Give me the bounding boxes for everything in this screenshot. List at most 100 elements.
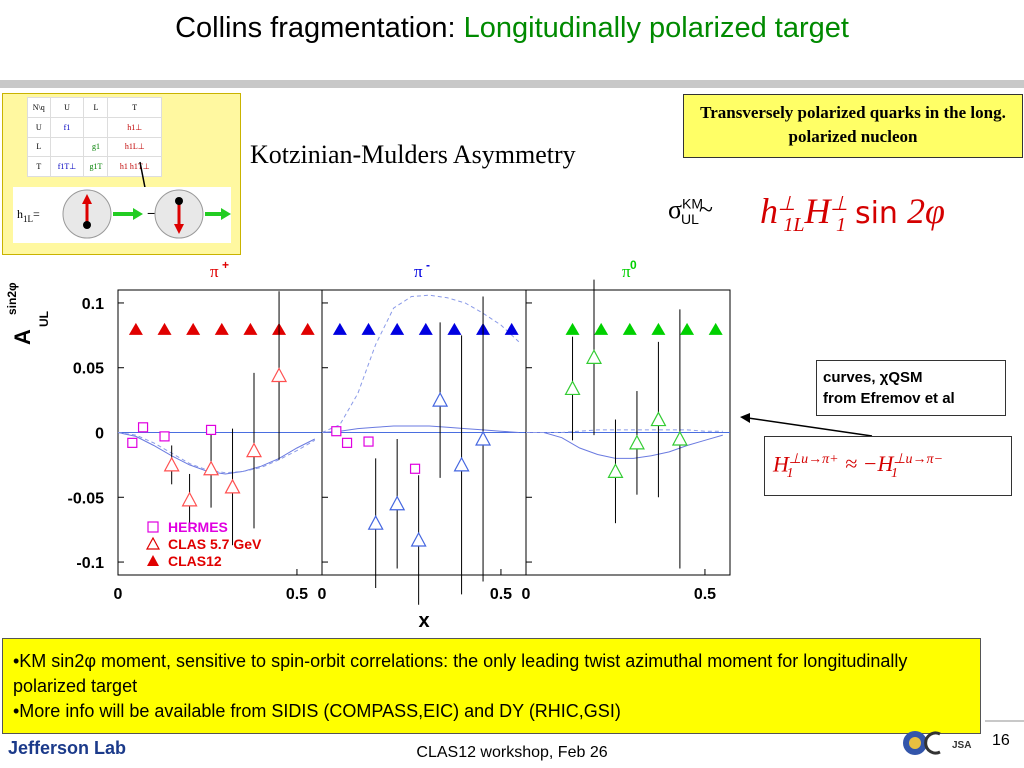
curve-dashed xyxy=(321,294,520,433)
km-formula: h⊥1LH⊥1 sin 2φ xyxy=(760,191,945,237)
clas12-point xyxy=(565,322,580,335)
lab-logo-icon xyxy=(924,731,941,755)
hermes-point xyxy=(127,437,138,448)
clas57-point xyxy=(410,531,427,547)
panel-label: π xyxy=(210,262,219,281)
y-tick-label: -0.05 xyxy=(68,490,105,507)
clas12-point xyxy=(243,322,258,335)
curve-solid xyxy=(526,432,723,459)
hermes-point xyxy=(331,426,342,437)
clas12-point xyxy=(390,322,405,335)
minus-sign: − xyxy=(147,205,155,221)
clas57-point xyxy=(607,463,624,478)
y-axis-label: A xyxy=(10,329,35,345)
clas57-point xyxy=(475,430,492,446)
green-arrow-icon xyxy=(221,208,231,220)
clas12-point xyxy=(157,322,172,335)
y-tick-label: 0.05 xyxy=(73,361,104,378)
title-divider xyxy=(0,80,1024,88)
y-tick-label: 0.1 xyxy=(82,296,104,313)
clas57-point xyxy=(650,411,667,427)
collins-relation-box: H⊥u→π+1 ≈ −H⊥u→π−1 xyxy=(764,436,1012,496)
clas57-point xyxy=(585,349,603,364)
clas12-point xyxy=(680,322,695,335)
curve-dashed xyxy=(526,429,723,433)
y-axis-label-sup: sin2φ xyxy=(5,282,19,315)
clas57-point xyxy=(181,491,198,507)
svg-text:JSA: JSA xyxy=(952,740,971,751)
legend-marker xyxy=(145,536,161,550)
x-tick-label: 0 xyxy=(114,586,123,603)
curve-dashed xyxy=(117,432,316,474)
clas57-point xyxy=(564,380,581,396)
clas12-point xyxy=(300,322,315,335)
clas12-point xyxy=(186,322,201,335)
panel-label: π xyxy=(622,262,631,281)
x-tick-label: 0 xyxy=(318,586,327,603)
clas12-point xyxy=(128,322,143,335)
title-highlight: Longitudinally polarized target xyxy=(463,12,849,44)
clas12-point xyxy=(594,322,609,335)
h1l-diagram: h1L= − xyxy=(13,161,231,243)
clas57-point xyxy=(671,430,688,446)
h1l-label: h1L= xyxy=(17,207,40,224)
clas57-point xyxy=(203,460,220,476)
tmd-corner: N\q xyxy=(27,97,51,118)
hermes-point xyxy=(159,431,170,442)
y-tick-label: 0 xyxy=(95,426,104,443)
jefferson-lab-logo: Jefferson Lab xyxy=(8,738,127,758)
x-tick-label: 0 xyxy=(522,586,531,603)
legend-marker xyxy=(147,521,159,533)
sigma-km-ul: σKMUL~ xyxy=(668,195,713,228)
legend-marker xyxy=(147,555,159,566)
panel-charge: - xyxy=(426,258,430,272)
green-arrow-icon xyxy=(133,208,143,220)
clas12-point xyxy=(651,322,666,335)
clas57-point xyxy=(245,442,263,458)
clas12-point xyxy=(418,322,433,335)
footer-text: CLAS12 workshop, Feb 26 xyxy=(416,744,608,761)
hermes-point xyxy=(137,422,149,433)
title-prefix: Collins fragmentation: xyxy=(175,12,464,44)
panel-charge: 0 xyxy=(630,258,637,272)
hermes-point xyxy=(363,436,374,447)
legend-label: CLAS12 xyxy=(168,553,222,569)
page-number: 16 xyxy=(992,732,1010,749)
clas12-point xyxy=(447,322,462,335)
curves-note-line2: from Efremov et al xyxy=(823,390,955,407)
clas57-point xyxy=(367,514,384,530)
note-line: •More info will be available from SIDIS … xyxy=(13,701,621,721)
clas57-point xyxy=(453,456,470,472)
hermes-point xyxy=(409,463,421,474)
clas12-point xyxy=(708,322,723,335)
summary-note: •KM sin2φ moment, sensitive to spin-orbi… xyxy=(2,638,981,734)
legend-label: CLAS 5.7 GeV xyxy=(168,536,262,552)
panel-label: π xyxy=(414,262,423,281)
panel-charge: + xyxy=(222,258,229,272)
clas57-point xyxy=(224,478,241,494)
footer-divider xyxy=(985,720,1024,722)
arrow-head-icon xyxy=(740,413,750,423)
clas12-point xyxy=(622,322,637,335)
legend-label: HERMES xyxy=(168,519,228,535)
clas57-point xyxy=(163,456,180,472)
tmd-cell: h1 h1T⊥ xyxy=(107,156,162,177)
x-tick-label: 0.5 xyxy=(286,586,308,603)
x-tick-label: 0.5 xyxy=(694,586,716,603)
tmd-cell: g1T xyxy=(83,156,109,177)
y-axis-label-sub: UL xyxy=(37,311,51,327)
clas57-point xyxy=(389,495,406,511)
curves-pointer xyxy=(740,413,873,437)
curve-solid xyxy=(321,425,519,433)
x-axis-label: x xyxy=(418,610,429,632)
curves-note: curves, χQSM from Efremov et al xyxy=(816,360,1006,416)
clas12-point xyxy=(332,322,347,335)
clas57-point xyxy=(271,367,288,383)
clas12-point xyxy=(504,322,519,335)
tmd-table-box: N\q U L T U f1 h1⊥ L g1 h1L⊥ T f1T⊥ g1T … xyxy=(2,93,241,255)
curves-note-line1: curves, χQSM xyxy=(823,369,923,386)
tmd-table: N\q U L T U f1 h1⊥ L g1 h1L⊥ T f1T⊥ g1T … xyxy=(27,97,162,177)
note-line: •KM sin2φ moment, sensitive to spin-orbi… xyxy=(13,651,908,696)
clas12-point xyxy=(214,322,229,335)
